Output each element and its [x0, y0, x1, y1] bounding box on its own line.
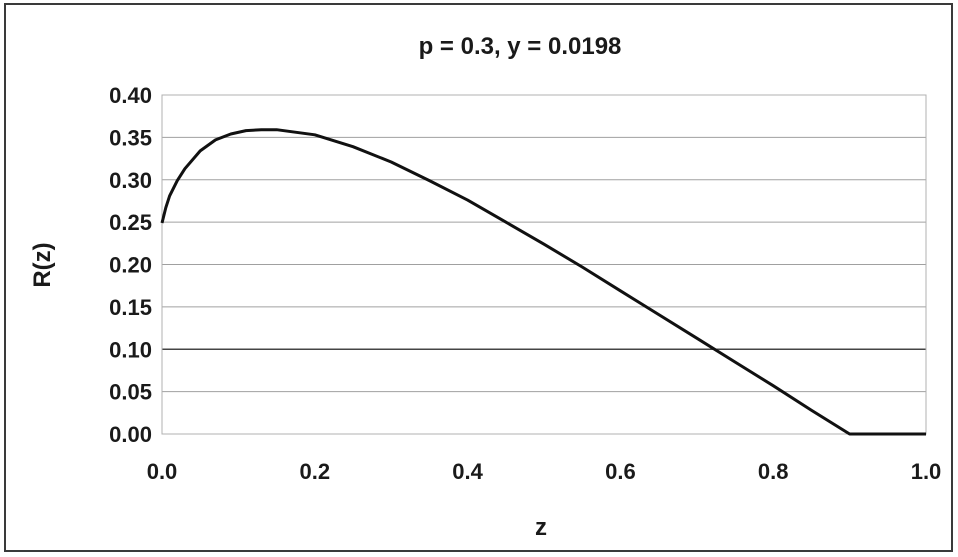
y-tick-label: 0.30: [109, 168, 152, 193]
y-tick-label: 0.05: [109, 380, 152, 405]
y-tick-label: 0.35: [109, 125, 152, 150]
x-axis-title: z: [535, 514, 547, 541]
x-tick-label: 1.0: [911, 459, 942, 484]
x-tick-labels: 0.0 0.2 0.4 0.6 0.8 1.0: [147, 459, 942, 484]
x-tick-label: 0.8: [758, 459, 789, 484]
series-layer: [160, 128, 926, 436]
y-axis-title: R(z): [29, 242, 56, 287]
y-tick-label: 0.15: [109, 295, 152, 320]
series-line: [160, 128, 926, 436]
y-tick-label: 0.10: [109, 337, 152, 362]
y-tick-label: 0.40: [109, 83, 152, 108]
y-tick-label: 0.00: [109, 422, 152, 447]
y-tick-label: 0.25: [109, 210, 152, 235]
y-tick-label: 0.20: [109, 253, 152, 278]
plot-area: [161, 94, 927, 435]
x-tick-label: 0.0: [147, 459, 178, 484]
y-tick-labels: 0.00 0.05 0.10 0.15 0.20 0.25 0.30 0.35 0.40: [109, 83, 152, 447]
x-tick-label: 0.2: [300, 459, 331, 484]
x-tick-label: 0.4: [452, 459, 483, 484]
x-tick-label: 0.6: [605, 459, 636, 484]
chart-title: p = 0.3, y = 0.0198: [419, 33, 622, 60]
grid-layer: [162, 94, 926, 435]
